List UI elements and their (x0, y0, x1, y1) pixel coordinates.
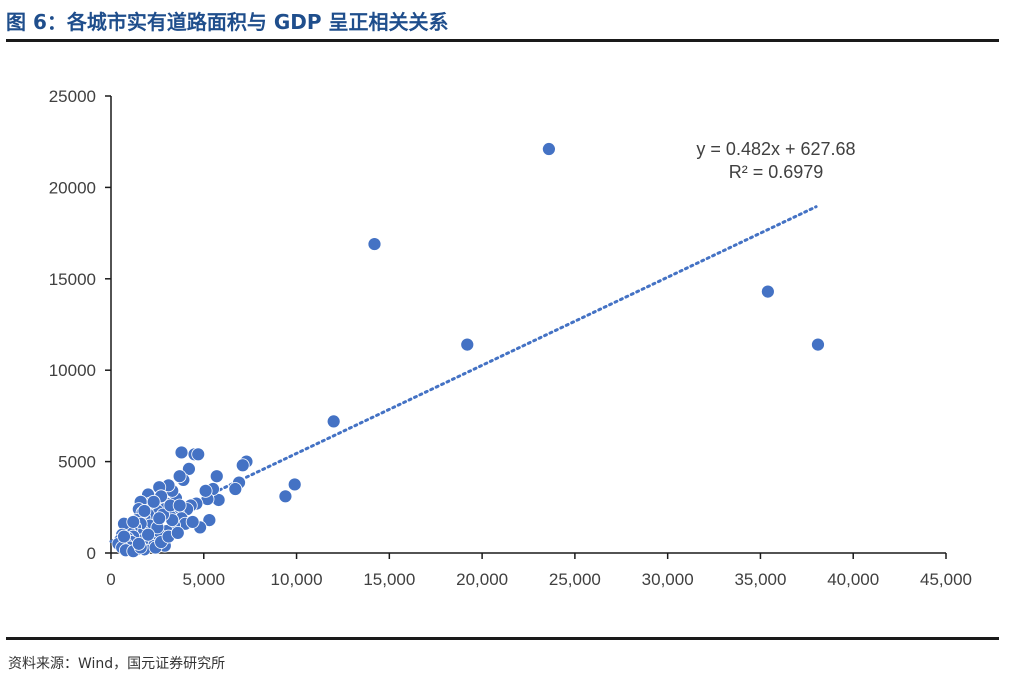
scatter-point (235, 458, 250, 473)
x-tick-label: 20,000 (456, 570, 508, 589)
scatter-point (172, 498, 187, 513)
x-tick-label: 35,000 (734, 570, 786, 589)
scatter-point (152, 511, 167, 526)
chart-axes: 0 5000 10000 15000 20000 25000 0 5,000 10,000 15,… (49, 87, 972, 589)
y-tick-label: 0 (87, 544, 96, 563)
trendline-r-squared: R² = 0.6979 (729, 162, 824, 182)
y-tick-label: 10000 (49, 361, 96, 380)
y-tick-label: 25000 (49, 87, 96, 106)
page-title: 图 6：各城市实有道路面积与 GDP 呈正相关关系 (6, 10, 449, 34)
trendline (109, 205, 818, 544)
trendline-equation: y = 0.482x + 627.68 (696, 139, 855, 159)
scatter-point (170, 525, 185, 540)
scatter-point (172, 469, 187, 484)
scatter-point (146, 494, 161, 509)
scatter-point (228, 482, 243, 496)
y-tick-label: 20000 (49, 178, 96, 197)
scatter-point (126, 515, 141, 529)
scatter-point (542, 142, 556, 156)
source-note: 资料来源：Wind，国元证券研究所 (8, 656, 226, 672)
x-tick-label: 30,000 (642, 570, 694, 589)
x-tick-label: 45,000 (920, 570, 972, 589)
top-rule (6, 39, 999, 42)
scatter-point (209, 469, 224, 484)
scatter-point (460, 337, 475, 352)
scatter-point (326, 414, 341, 429)
scatter-point (131, 536, 146, 551)
scatter-point (174, 445, 189, 460)
y-tick-label: 5000 (58, 453, 96, 472)
scatter-point (185, 515, 200, 529)
scatter-points (111, 142, 825, 559)
x-tick-label: 25,000 (549, 570, 601, 589)
scatter-point (202, 513, 217, 527)
x-tick-label: 10,000 (271, 570, 323, 589)
scatter-point (198, 483, 213, 498)
x-tick-label: 40,000 (827, 570, 879, 589)
scatter-point (117, 529, 131, 544)
bottom-rule (6, 637, 999, 640)
scatter-point (811, 337, 825, 352)
y-tick-label: 15000 (49, 270, 96, 289)
scatter-point (760, 284, 775, 299)
scatter-point (137, 504, 152, 518)
scatter-point (367, 237, 382, 251)
x-tick-label: 5,000 (183, 570, 226, 589)
x-tick-label: 15,000 (363, 570, 415, 589)
x-tick-label: 0 (106, 570, 115, 589)
scatter-point (278, 489, 293, 504)
trendline-path (109, 205, 818, 544)
scatter-point (182, 462, 196, 476)
scatter-point (287, 477, 302, 492)
scatter-point (191, 447, 206, 462)
scatter-point (141, 527, 156, 542)
